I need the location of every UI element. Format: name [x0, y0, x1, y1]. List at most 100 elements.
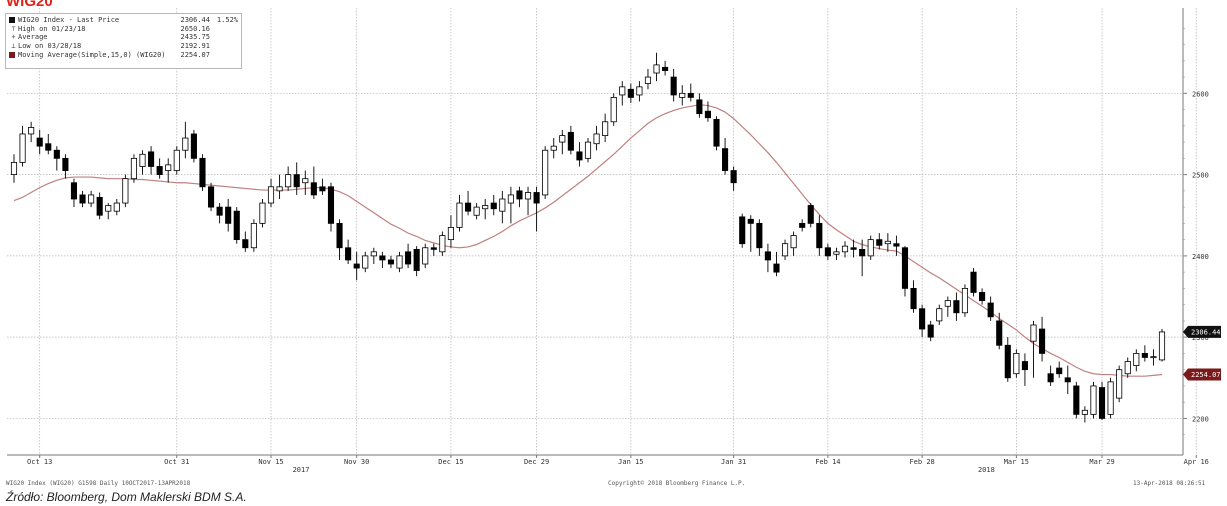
candlestick [953, 292, 960, 321]
candlestick [602, 113, 609, 143]
candlestick [156, 158, 163, 179]
x-tick-label: Nov 30 [344, 458, 369, 466]
high-marker-icon: ⊤ [11, 24, 16, 33]
candle-body-up [542, 149, 549, 196]
candle-body-down [405, 251, 412, 265]
candle-body-down [45, 143, 52, 151]
candlestick [644, 68, 652, 90]
candle-body-up [139, 153, 146, 167]
candle-body-up [936, 308, 943, 322]
candle-body-up [456, 202, 463, 228]
candle-body-down [730, 170, 737, 184]
candle-body-up [841, 245, 849, 253]
candle-body-up [88, 194, 95, 204]
candle-body-up [653, 64, 660, 74]
candlestick [105, 203, 112, 220]
candle-body-up [105, 205, 112, 212]
candle-body-up [28, 127, 35, 135]
candle-body-down [670, 76, 677, 96]
legend-value: 2650.16 [180, 24, 210, 33]
x-tick-label: Dec 15 [438, 458, 463, 466]
candlestick [1141, 345, 1148, 362]
candle-body-down [430, 247, 437, 250]
candlestick [302, 170, 309, 195]
legend-value: 2435.75 [180, 33, 210, 42]
candlestick [353, 251, 360, 281]
candlestick [730, 166, 737, 191]
candle-body-up [1107, 381, 1114, 415]
candlestick [53, 146, 60, 171]
candle-body-down [190, 133, 197, 159]
candle-body-down [662, 66, 669, 71]
candle-body-up [396, 255, 403, 269]
candle-body-down [216, 206, 223, 216]
legend-item-moving-average: Moving Average(Simple,15,0) (WIG20) 2254… [9, 50, 238, 59]
candle-body-up [1090, 385, 1097, 415]
candlestick [1056, 361, 1063, 378]
candle-body-down [36, 137, 43, 147]
candlestick [662, 60, 669, 76]
candle-body-down [1047, 373, 1054, 383]
candle-body-down [859, 248, 866, 257]
candle-body-down [1039, 328, 1046, 354]
candle-body-down [345, 247, 352, 261]
candle-body-up [370, 251, 377, 257]
candle-body-up [584, 141, 592, 159]
candlestick [79, 190, 86, 208]
candlestick [807, 203, 814, 228]
candle-body-down [225, 206, 232, 224]
candlestick [944, 296, 951, 317]
candle-body-up [482, 205, 489, 210]
candle-body-down [979, 292, 986, 301]
candle-body-down [722, 148, 729, 171]
candlestick [233, 207, 240, 244]
candlestick [979, 288, 986, 305]
candlestick [1090, 381, 1097, 419]
candle-body-up [507, 194, 514, 204]
candlestick [1047, 365, 1054, 386]
candle-body-down [987, 302, 994, 318]
candlestick [387, 255, 395, 269]
candlestick [627, 83, 634, 104]
candlestick [490, 194, 497, 216]
candlestick [901, 246, 909, 297]
candle-body-down [413, 248, 420, 271]
candlestick [148, 146, 155, 175]
candlestick [722, 138, 729, 175]
candlestick [336, 219, 343, 260]
candle-body-down [293, 174, 300, 188]
x-tick-label: Oct 13 [27, 458, 52, 466]
candlestick [1013, 349, 1020, 378]
candlestick [781, 239, 789, 260]
candlestick [987, 296, 994, 321]
candle-body-down [96, 196, 103, 216]
candlestick [824, 243, 831, 260]
year-label: 2018 [978, 466, 995, 474]
candle-body-down [799, 222, 806, 228]
candle-body-up [182, 137, 189, 151]
candle-body-up [473, 206, 480, 216]
candlestick [465, 190, 472, 216]
candlestick [422, 243, 429, 269]
candlestick [430, 243, 437, 256]
candlestick [876, 233, 883, 250]
candle-body-up [1116, 369, 1123, 399]
candlestick [713, 116, 720, 151]
candle-body-down [353, 263, 360, 269]
candle-body-down [199, 157, 206, 188]
candlestick [1098, 381, 1106, 421]
candlestick [653, 52, 660, 82]
candlestick [1081, 406, 1088, 423]
candlestick [1158, 329, 1166, 362]
candlestick [45, 133, 52, 155]
candlestick [250, 219, 257, 252]
candlestick [122, 174, 129, 208]
candlestick [687, 83, 694, 102]
candlestick [36, 129, 43, 155]
candlestick [190, 129, 197, 163]
candlestick [345, 239, 352, 265]
candlestick [165, 158, 172, 183]
footer-series-info: WIG20 Index (WIG20) G1598 Daily 10OCT201… [6, 480, 191, 487]
x-tick-label: Feb 14 [815, 458, 840, 466]
candle-body-down [1056, 367, 1063, 375]
